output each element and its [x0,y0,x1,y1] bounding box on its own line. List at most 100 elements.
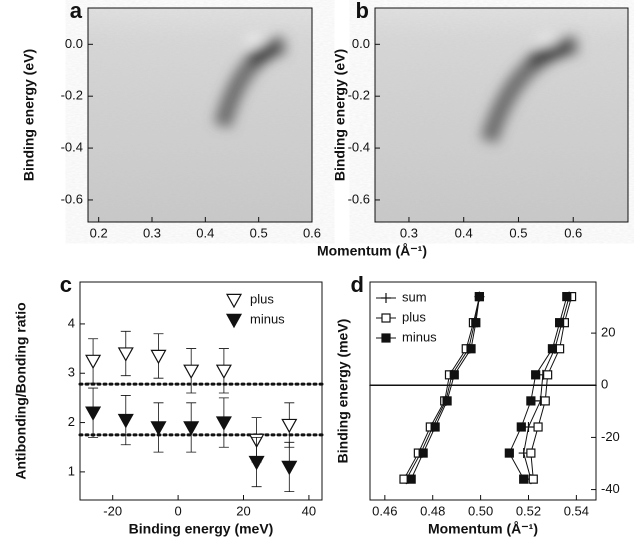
y-tick-label: 1 [68,463,75,478]
data-point [150,421,167,436]
data-point [215,364,232,380]
data-point [215,416,232,431]
y-tick-label: -0.4 [61,140,83,155]
legend-label: plus [250,291,274,306]
data-point [543,370,553,380]
x-tick-label: -20 [103,503,122,518]
band-feature [213,35,288,129]
x-tick-label: 40 [302,503,316,518]
x-tick-label: 0.3 [400,225,418,240]
x-axis-label: Binding energy (meV) [129,521,274,537]
y-tick-label: 2 [68,414,75,429]
band-core [248,42,280,66]
legend-label: plus [402,309,426,324]
x-axis-label: Momentum (Å⁻¹) [317,243,427,259]
data-point [248,455,265,471]
data-point [85,406,102,421]
y-tick-label: 3 [68,365,75,380]
x-tick-label: 0.4 [455,225,473,240]
y-tick-label: 0.0 [352,36,370,51]
data-point [526,396,536,406]
hot-spot [245,36,266,45]
data-point [430,422,440,432]
y-tick-label: -40 [601,481,620,496]
y-tick-label: 4 [68,315,75,330]
y-axis-label: Binding energy (eV) [21,49,37,181]
y-axis-label: Binding energy (eV) [332,49,348,181]
x-tick-label: 0.2 [90,225,108,240]
x-tick-label: 0.4 [196,225,214,240]
y-axis-label: Binding energy (meV) [335,319,351,464]
hot-spot [537,36,558,45]
x-tick-label: 0.6 [564,225,582,240]
x-tick-label: 0.6 [303,225,321,240]
y-tick-label: -20 [601,429,620,444]
data-point [474,292,485,302]
legend-label: minus [250,311,285,326]
panel-label: d [351,272,364,297]
data-point [533,422,543,432]
x-tick-label: 0.50 [468,503,493,518]
data-point [183,421,200,436]
x-tick-label: 0 [174,503,181,518]
data-point [531,370,541,380]
panel-label: a [70,0,83,23]
legend-label: sum [402,289,427,304]
data-point [406,474,416,484]
x-tick-label: 0.5 [509,225,527,240]
data-point [281,418,298,434]
y-tick-label: -0.2 [61,88,83,103]
legend-marker [225,313,243,329]
y-tick-label: -0.4 [348,140,370,155]
data-point [547,344,558,354]
legend-marker [381,333,391,343]
data-point [442,396,452,406]
data-point [150,349,167,365]
plot-frame [79,281,323,501]
y-tick-label: -0.6 [348,191,370,206]
data-point [540,396,550,406]
data-point [471,318,481,328]
data-point [281,460,298,476]
data-point [117,347,134,362]
plot-frame [369,281,597,501]
data-point [516,422,526,432]
data-point [85,354,102,370]
panel-label: b [356,0,369,23]
data-point [519,474,529,484]
y-tick-label: 20 [601,325,615,340]
data-point [183,364,200,380]
y-axis-label: Antibonding/Bonding ratio [13,302,29,479]
data-point [528,474,538,484]
x-tick-label: 0.46 [372,503,397,518]
data-point [117,413,134,429]
y-tick-label: -0.6 [61,191,83,206]
data-point [449,370,459,380]
plot-frame [374,7,629,223]
x-axis-label: Momentum (Å⁻¹) [428,521,538,537]
data-point [562,292,572,302]
band-feature [480,35,580,144]
x-tick-label: 0.48 [420,503,445,518]
data-point [526,448,536,458]
x-tick-label: 0.52 [516,503,541,518]
legend-label: minus [402,329,437,344]
data-point [418,448,428,458]
data-point [555,318,565,328]
data-point [466,344,476,354]
band-core [527,42,571,67]
panel-label: c [60,272,72,297]
legend-marker [381,313,391,323]
legend-marker [381,293,391,303]
legend-marker [225,293,243,309]
x-tick-label: 0.3 [143,225,161,240]
plot-frame [87,7,313,223]
data-point [504,448,514,458]
x-tick-label: 20 [236,503,250,518]
y-tick-label: -0.2 [348,88,370,103]
x-tick-label: 0.54 [564,503,589,518]
x-tick-label: 0.5 [250,225,268,240]
y-tick-label: 0 [601,377,608,392]
y-tick-label: 0.0 [65,36,83,51]
